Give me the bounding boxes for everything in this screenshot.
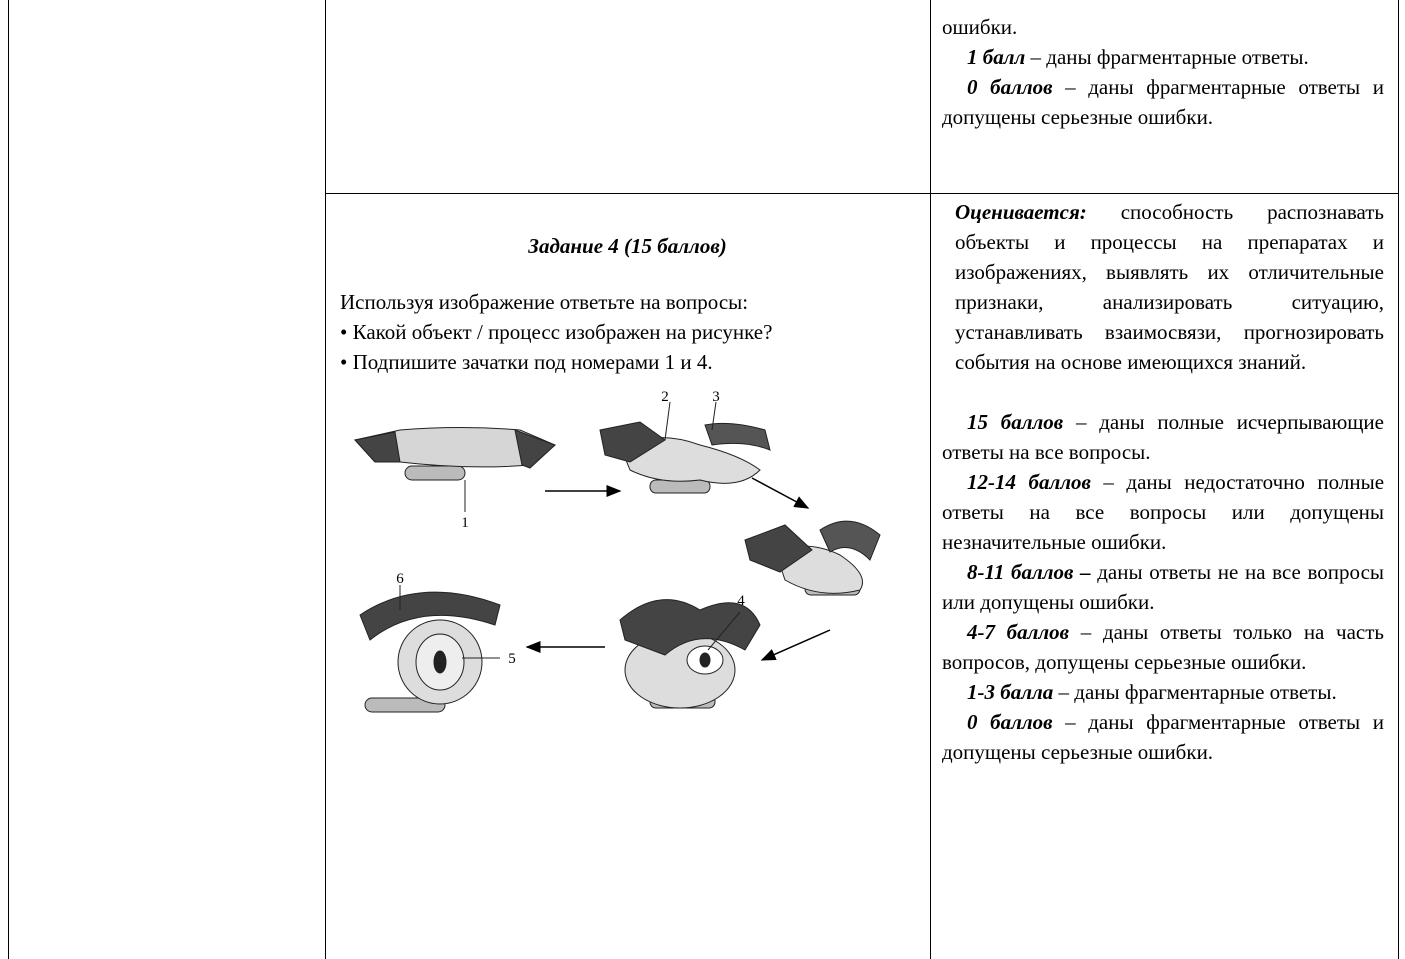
criteria-cell: ошибки. 1 балл – даны фрагментарные отве… <box>942 12 1384 132</box>
figure-label: 1 <box>461 515 469 531</box>
table-border <box>1398 0 1399 959</box>
paragraph: Оценивается: способность распознавать об… <box>942 197 1384 377</box>
figure-label: 3 <box>712 389 720 405</box>
table-border <box>8 0 9 959</box>
lead: Оценивается: <box>955 200 1087 224</box>
paragraph: 15 баллов – даны полные исчерпывающие от… <box>942 407 1384 467</box>
paragraph: 0 баллов – даны фрагментарные ответы и д… <box>942 72 1384 132</box>
paragraph: 8-11 баллов – даны ответы не на все вопр… <box>942 557 1384 617</box>
text: способность распознавать объекты и проце… <box>955 200 1384 374</box>
stage-2 <box>599 401 771 494</box>
stage-1 <box>354 427 556 512</box>
bullet-text: Какой объект / процесс изображен на рису… <box>352 320 773 344</box>
paragraph: 4-7 баллов – даны ответы только на часть… <box>942 617 1384 677</box>
figure-label: 6 <box>396 571 404 587</box>
paragraph: 12-14 баллов – даны недостаточно полные … <box>942 467 1384 557</box>
lead: 15 баллов <box>967 410 1064 434</box>
arrow <box>751 477 810 509</box>
bullet-text: Подпишите зачатки под номерами 1 и 4. <box>352 350 713 374</box>
stage-4 <box>619 599 761 709</box>
intro: Используя изображение ответьте на вопрос… <box>340 290 749 314</box>
figure-label: 2 <box>661 389 669 405</box>
lead: 1 балл <box>967 45 1026 69</box>
stage-3 <box>744 520 881 596</box>
criteria-cell: Оценивается: способность распознавать об… <box>942 197 1384 767</box>
bullet: • Подпишите зачатки под номерами 1 и 4. <box>340 350 713 374</box>
lead: 0 баллов <box>967 710 1053 734</box>
text: даны ответы не на все вопросы или допуще… <box>942 560 1384 614</box>
text: – даны фрагментарные ответы. <box>1058 680 1337 704</box>
task-text: Используя изображение ответьте на вопрос… <box>340 287 772 377</box>
arrow <box>760 629 831 661</box>
lead: 4-7 баллов <box>967 620 1070 644</box>
table-border <box>930 0 931 959</box>
text: – даны фрагментарные ответы и допущены с… <box>942 75 1384 129</box>
paragraph: 1-3 балла – даны фрагментарные ответы. <box>942 677 1384 707</box>
lead: 8-11 баллов – <box>967 560 1091 584</box>
table-border <box>325 193 1399 194</box>
text: – даны ответы только на часть вопросов, … <box>942 620 1384 674</box>
lead: 12-14 баллов <box>967 470 1091 494</box>
stage-5 <box>359 585 501 713</box>
text: – даны полные исчерпывающие ответы на вс… <box>942 410 1384 464</box>
paragraph: 1 балл – даны фрагментарные ответы. <box>942 42 1384 72</box>
lead: 0 баллов <box>967 75 1053 99</box>
bullet: • Какой объект / процесс изображен на ри… <box>340 320 773 344</box>
figure-label: 5 <box>508 651 516 667</box>
table-border <box>325 0 326 959</box>
text: – даны фрагментарные ответы. <box>1030 45 1309 69</box>
text: – даны фрагментарные ответы и допущены с… <box>942 710 1384 764</box>
text: ошибки. <box>942 15 1018 39</box>
figure-label: 4 <box>737 593 745 609</box>
lead: 1-3 балла <box>967 680 1054 704</box>
paragraph: ошибки. <box>942 12 1384 42</box>
paragraph: 0 баллов – даны фрагментарные ответы и д… <box>942 707 1384 767</box>
task-title: Задание 4 (15 баллов) <box>528 234 727 258</box>
text: – даны недостаточно полные ответы на все… <box>942 470 1385 554</box>
